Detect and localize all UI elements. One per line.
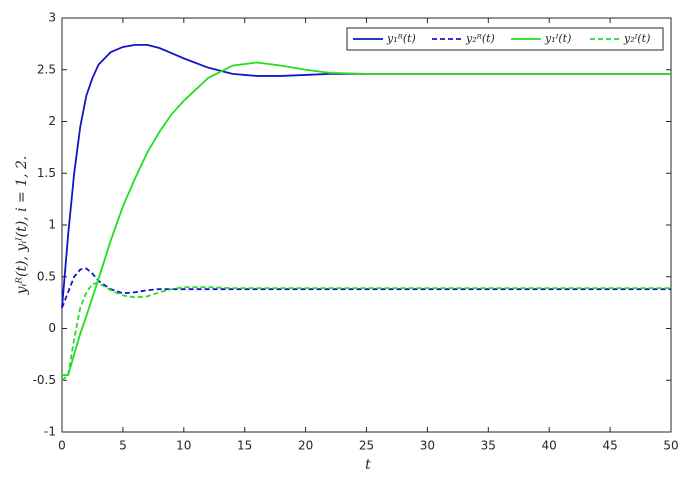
x-tick-label: 40 — [542, 439, 557, 453]
x-tick-label: 35 — [481, 439, 496, 453]
x-tick-label: 10 — [176, 439, 191, 453]
y-tick-label: 0.5 — [37, 269, 56, 283]
series-line — [62, 61, 671, 376]
y-tick-label: 2 — [48, 114, 56, 128]
x-axis-label: t — [365, 457, 371, 473]
x-tick-label: 15 — [237, 439, 252, 453]
legend-label: y₂ᴵ(t) — [623, 32, 650, 45]
x-tick-label: 45 — [602, 439, 617, 453]
legend-label: y₂ᴿ(t) — [465, 32, 495, 45]
legend-label: y₁ᴿ(t) — [386, 32, 416, 45]
x-tick-label: 5 — [119, 439, 127, 453]
x-tick-label: 0 — [58, 439, 66, 453]
y-tick-label: -0.5 — [33, 373, 56, 387]
legend-label: y₁ᴵ(t) — [544, 32, 571, 45]
series-line — [61, 282, 671, 381]
x-tick-label: 20 — [298, 439, 313, 453]
x-tick-label: 25 — [359, 439, 374, 453]
y-tick-label: 0 — [48, 321, 56, 335]
x-tick-label: 50 — [663, 439, 678, 453]
y-axis-label: yᵢᴿ(t), yᵢᴵ(t), i = 1, 2. — [14, 156, 30, 296]
y-tick-label: 2.5 — [37, 62, 56, 76]
y-tick-label: -1 — [44, 425, 56, 439]
y-tick-label: 1 — [48, 218, 56, 232]
plot-area — [61, 17, 672, 433]
series-line — [61, 44, 671, 308]
series-line — [61, 267, 671, 309]
y-tick-label: 1.5 — [37, 166, 56, 180]
legend-box — [346, 27, 664, 51]
x-tick-label: 30 — [420, 439, 435, 453]
y-tick-label: 3 — [48, 11, 56, 25]
